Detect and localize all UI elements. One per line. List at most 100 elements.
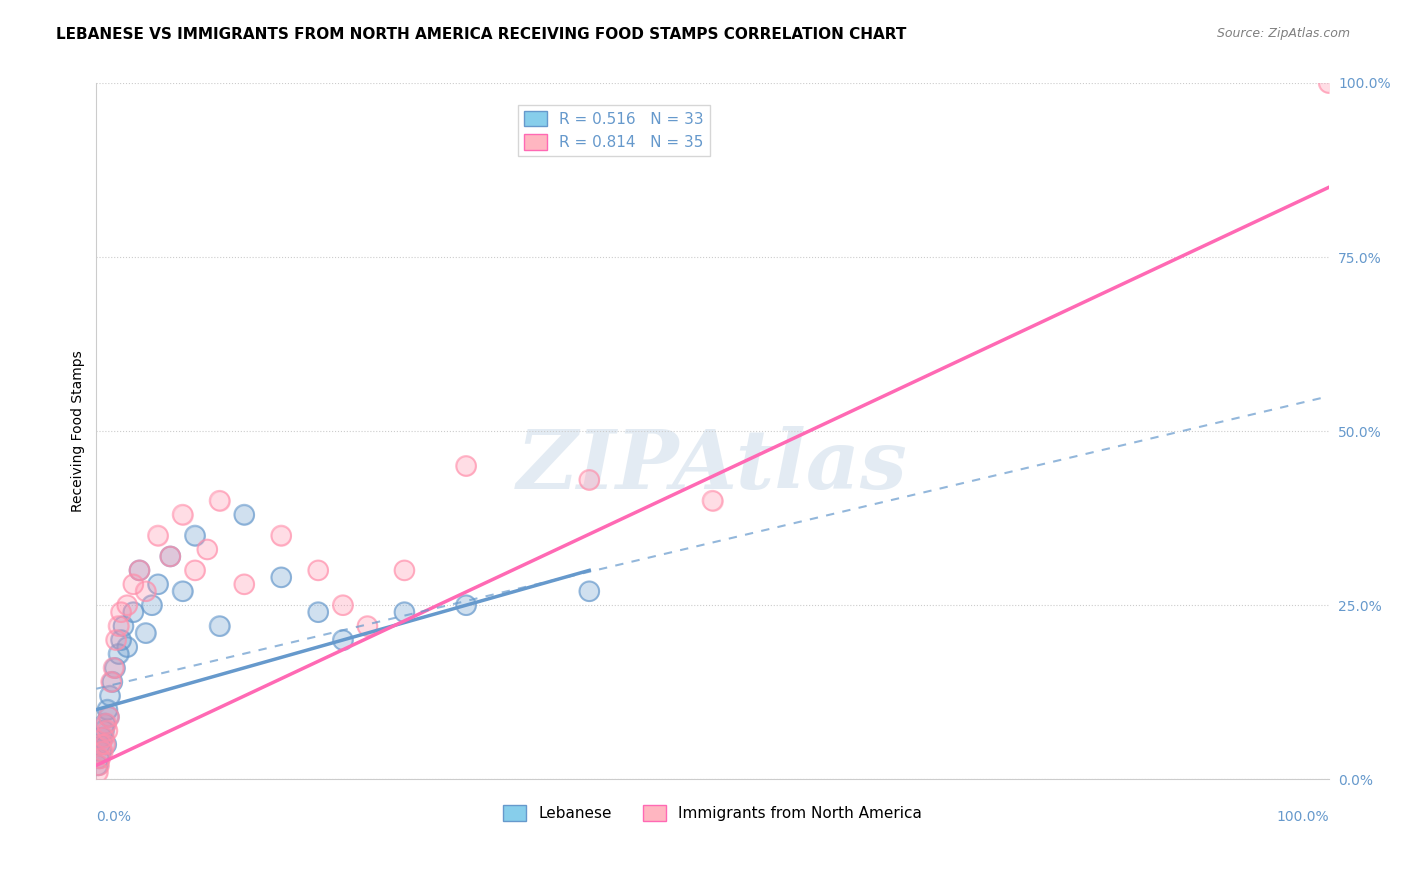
Point (307, 563, 329, 577)
Point (112, 619, 135, 633)
Point (96, 716, 118, 731)
Point (96, 738, 118, 752)
Point (98, 689, 121, 703)
Point (96, 723, 118, 738)
Point (135, 584, 157, 599)
Point (107, 619, 129, 633)
Point (184, 528, 207, 542)
Point (103, 661, 125, 675)
Point (146, 577, 169, 591)
Point (578, 584, 600, 599)
Point (702, 493, 724, 508)
Point (94, 738, 117, 752)
Point (93, 731, 115, 745)
Y-axis label: Receiving Food Stamps: Receiving Food Stamps (72, 351, 86, 512)
Point (332, 598, 354, 612)
Point (98, 689, 121, 703)
Point (454, 598, 477, 612)
Point (89, 751, 111, 765)
Point (110, 605, 132, 619)
Point (208, 619, 231, 633)
Point (91, 744, 114, 758)
Point (208, 493, 231, 508)
Point (195, 542, 218, 557)
Point (135, 626, 157, 640)
Point (702, 493, 724, 508)
Point (159, 549, 181, 564)
Point (270, 570, 292, 584)
Point (86, 758, 108, 772)
Point (110, 605, 132, 619)
Point (307, 605, 329, 619)
Point (91, 731, 114, 745)
Point (332, 632, 354, 647)
Point (105, 632, 128, 647)
Point (93, 723, 115, 738)
Point (122, 577, 145, 591)
Point (104, 661, 127, 675)
Point (270, 528, 292, 542)
Point (394, 605, 416, 619)
Point (307, 605, 329, 619)
Point (159, 549, 181, 564)
Point (96, 723, 118, 738)
Point (233, 508, 256, 522)
Point (89, 738, 111, 752)
Text: 0.0%: 0.0% (97, 810, 131, 824)
Point (184, 528, 207, 542)
Point (307, 563, 329, 577)
Point (184, 563, 207, 577)
Point (172, 584, 194, 599)
Point (100, 674, 122, 689)
Point (394, 563, 416, 577)
Point (101, 674, 124, 689)
Point (91, 744, 114, 758)
Point (94, 738, 117, 752)
Point (97, 709, 120, 723)
Point (96, 716, 118, 731)
Point (128, 563, 150, 577)
Point (1317, 76, 1340, 90)
Point (356, 619, 378, 633)
Point (122, 605, 145, 619)
Point (115, 640, 138, 654)
Point (87, 758, 110, 772)
Legend: R = 0.516   N = 33, R = 0.814   N = 35: R = 0.516 N = 33, R = 0.814 N = 35 (517, 104, 710, 156)
Point (356, 619, 378, 633)
Point (454, 458, 477, 473)
Point (128, 563, 150, 577)
Point (578, 584, 600, 599)
Point (103, 661, 125, 675)
Point (97, 709, 120, 723)
Point (1317, 76, 1340, 90)
Point (91, 731, 114, 745)
Point (96, 703, 118, 717)
Point (110, 632, 132, 647)
Point (115, 598, 138, 612)
Text: 100.0%: 100.0% (1277, 810, 1329, 824)
Point (332, 632, 354, 647)
Point (159, 549, 181, 564)
Point (135, 584, 157, 599)
Text: ZIPAtlas: ZIPAtlas (517, 425, 908, 506)
Point (105, 632, 128, 647)
Point (208, 493, 231, 508)
Point (394, 605, 416, 619)
Point (159, 549, 181, 564)
Point (233, 508, 256, 522)
Point (146, 577, 169, 591)
Point (233, 577, 256, 591)
Point (332, 598, 354, 612)
Point (90, 738, 112, 752)
Point (233, 577, 256, 591)
Point (86, 758, 108, 772)
Point (86, 765, 108, 780)
Point (270, 570, 292, 584)
Point (104, 661, 127, 675)
Point (97, 709, 120, 723)
Point (172, 508, 194, 522)
Point (141, 598, 163, 612)
Point (96, 738, 118, 752)
Point (107, 647, 129, 661)
Point (146, 528, 169, 542)
